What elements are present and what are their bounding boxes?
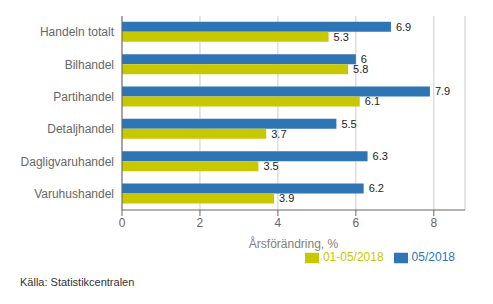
svg-text:5.8: 5.8 xyxy=(353,63,368,75)
svg-text:5.3: 5.3 xyxy=(334,31,349,43)
svg-text:Partihandel: Partihandel xyxy=(53,90,114,104)
svg-text:3.5: 3.5 xyxy=(263,160,278,172)
svg-text:Varuhushandel: Varuhushandel xyxy=(34,187,114,201)
svg-text:3.7: 3.7 xyxy=(271,128,286,140)
svg-text:6.1: 6.1 xyxy=(365,95,380,107)
svg-text:6: 6 xyxy=(360,53,367,66)
svg-text:8: 8 xyxy=(430,216,437,230)
html-text:Källa: Statistikcentralen: Källa: Statistikcentralen xyxy=(20,276,135,288)
svg-text:0: 0 xyxy=(119,216,126,230)
svg-text:6.3: 6.3 xyxy=(373,150,388,162)
svg-text:Bilhandel: Bilhandel xyxy=(65,58,114,72)
svg-text:6.9: 6.9 xyxy=(396,21,411,33)
svg-text:Detaljhandel: Detaljhandel xyxy=(47,122,114,136)
svg-text:Årsförändring, %: Årsförändring, % xyxy=(249,236,339,251)
svg-text:5.5: 5.5 xyxy=(341,118,356,130)
svg-text:7.9: 7.9 xyxy=(435,85,450,97)
svg-text:4: 4 xyxy=(275,216,282,230)
html-text:01-05/2018: 01-05/2018 xyxy=(322,250,384,264)
html-text:05/2018: 05/2018 xyxy=(411,250,455,264)
svg-text:2: 2 xyxy=(197,216,204,230)
svg-text:6: 6 xyxy=(353,216,360,230)
svg-text:3.9: 3.9 xyxy=(279,192,294,204)
svg-text:Handeln totalt: Handeln totalt xyxy=(40,25,115,39)
svg-text:Dagligvaruhandel: Dagligvaruhandel xyxy=(21,155,114,169)
svg-text:6.2: 6.2 xyxy=(369,182,384,194)
